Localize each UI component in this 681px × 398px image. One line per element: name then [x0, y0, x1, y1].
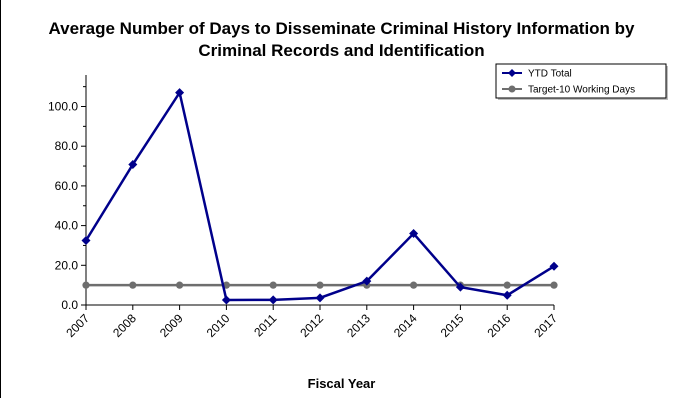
y-tick-label: 80.0	[55, 139, 79, 153]
data-point-target	[316, 281, 324, 289]
y-tick-label: 60.0	[55, 179, 79, 193]
data-point-ytd	[128, 159, 138, 169]
x-tick-label: 2008	[110, 311, 139, 340]
x-tick-label: 2015	[438, 311, 467, 340]
data-point-ytd	[362, 276, 372, 286]
y-tick-label: 40.0	[55, 219, 79, 233]
data-point-ytd	[502, 290, 512, 300]
data-point-target	[129, 281, 137, 289]
data-point-ytd	[315, 293, 325, 303]
x-tick-label: 2017	[531, 311, 560, 340]
data-point-ytd	[175, 88, 185, 98]
data-point-target	[176, 281, 184, 289]
y-tick-label: 20.0	[55, 258, 79, 272]
legend-box	[495, 63, 667, 99]
data-point-ytd	[549, 261, 559, 271]
x-tick-label: 2014	[391, 311, 420, 340]
x-tick-label: 2016	[485, 311, 514, 340]
x-tick-label: 2012	[297, 311, 326, 340]
legend-label: Target-10 Working Days	[528, 85, 635, 96]
y-tick-label: 100.0	[48, 100, 78, 114]
data-point-ytd	[409, 229, 419, 239]
x-axis-label: Fiscal Year	[307, 376, 376, 391]
x-tick-label: 2011	[251, 311, 279, 339]
legend-marker	[508, 69, 516, 77]
x-tick-label: 2013	[344, 311, 373, 340]
data-point-target	[82, 281, 90, 289]
legend-marker	[508, 85, 516, 93]
data-point-ytd	[455, 282, 465, 292]
chart-title-line-2: Criminal Records and Identification	[198, 41, 485, 60]
x-tick-label: 2010	[204, 311, 233, 340]
series-line-0	[84, 89, 555, 302]
data-point-ytd	[81, 235, 91, 245]
data-point-ytd	[268, 295, 278, 305]
x-tick-label: 2009	[157, 311, 186, 340]
chart-title-line-1: Average Number of Days to Disseminate Cr…	[48, 19, 635, 38]
data-point-target	[503, 281, 511, 289]
x-tick-label: 2007	[63, 311, 92, 340]
data-point-target	[550, 281, 558, 289]
data-point-target	[269, 281, 277, 289]
legend-label: YTD Total	[528, 69, 572, 80]
y-tick-label: 0.0	[61, 298, 78, 312]
chart-title: Average Number of Days to Disseminate Cr…	[1, 18, 681, 62]
data-point-target	[410, 281, 418, 289]
data-point-ytd	[221, 295, 231, 305]
